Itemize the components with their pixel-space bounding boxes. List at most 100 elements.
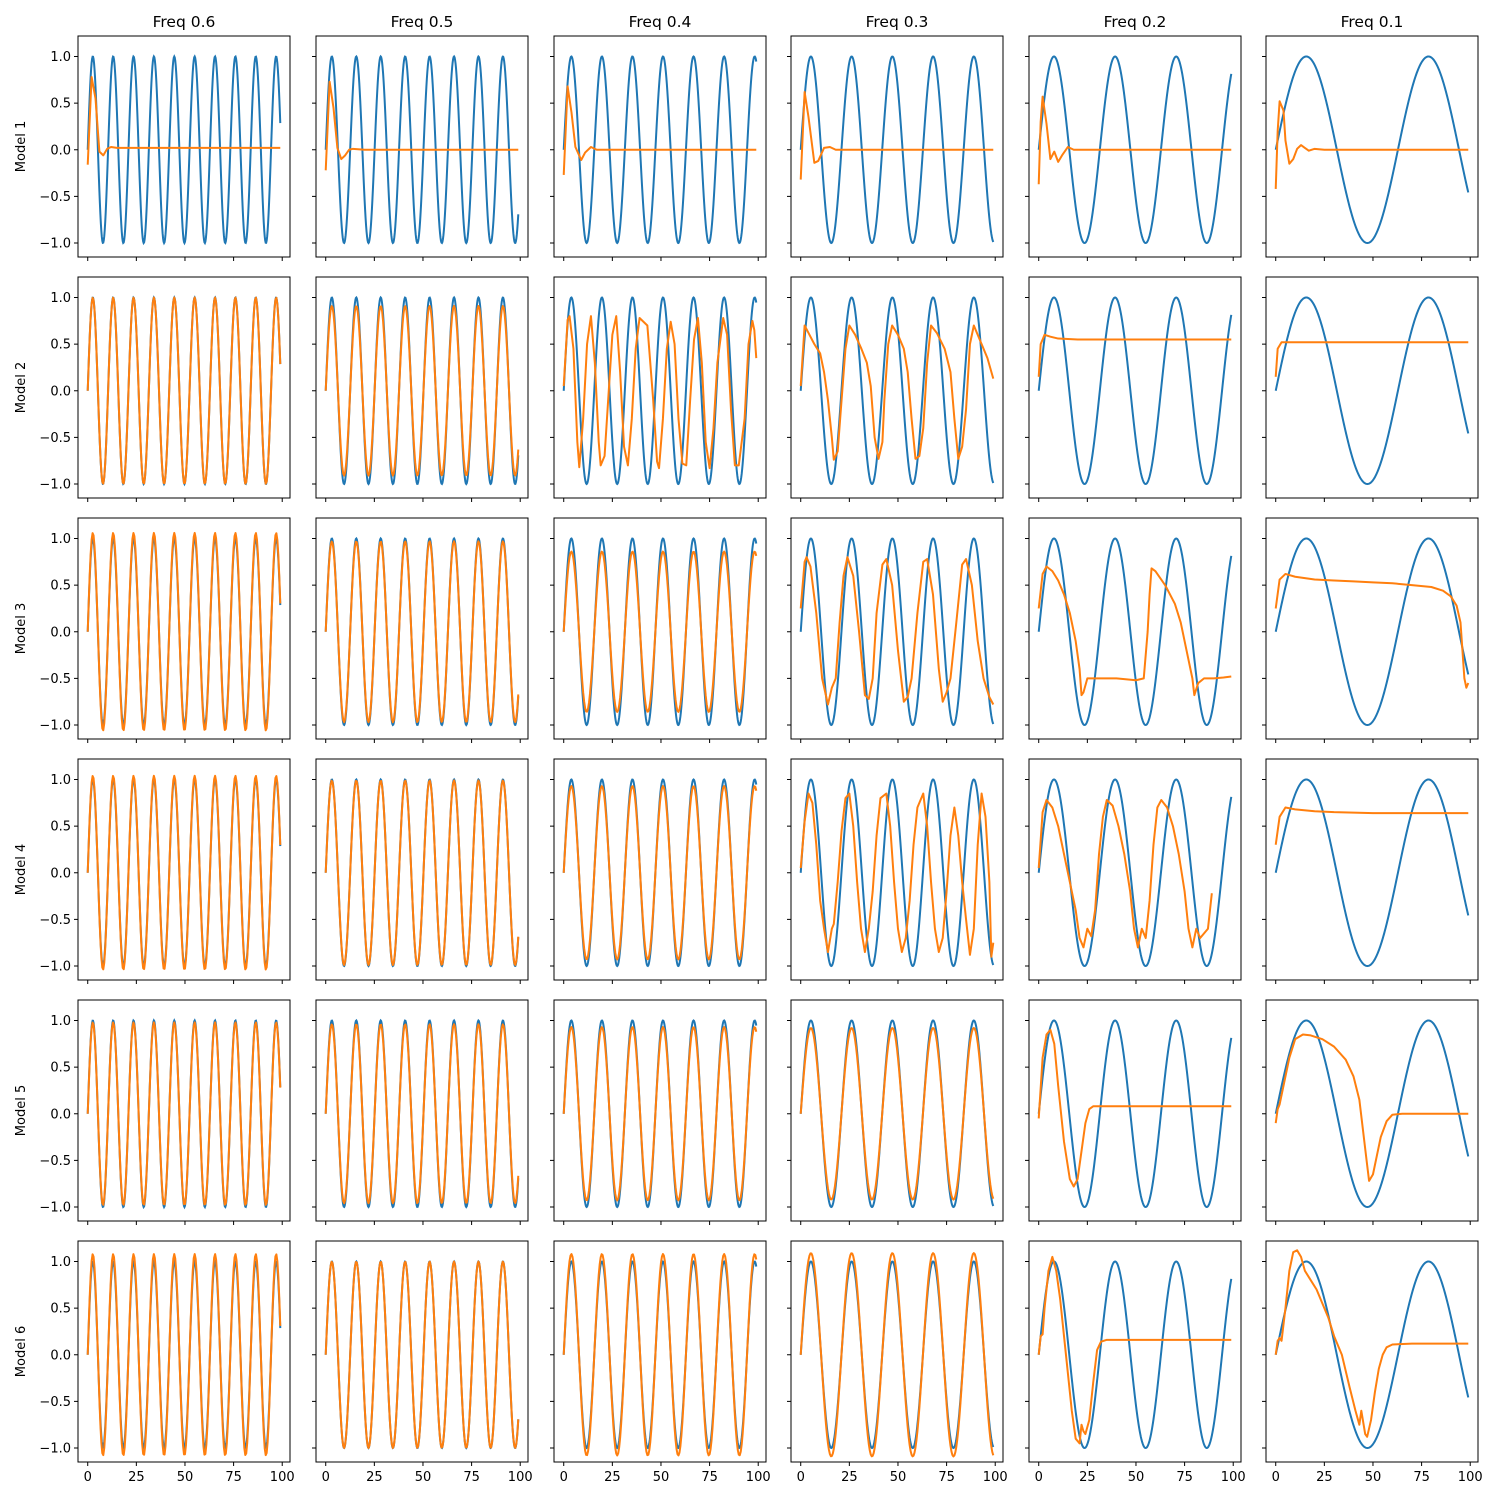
axes-frame xyxy=(1028,517,1242,740)
plot-area xyxy=(1037,1019,1233,1209)
model-output-line xyxy=(799,1252,995,1458)
axes-frame xyxy=(553,999,767,1222)
reference-line xyxy=(1274,55,1470,245)
plot-area xyxy=(86,295,282,487)
plot-area xyxy=(562,1253,758,1457)
subplot-r5-c5 xyxy=(1025,999,1242,1225)
row-label: Model 4 xyxy=(14,844,29,895)
y-tick-label: 0.5 xyxy=(50,820,71,835)
row-label: Model 2 xyxy=(14,362,29,413)
subplot-r3-c6 xyxy=(1262,517,1479,743)
y-tick-label: −1.0 xyxy=(39,478,71,493)
subplot-r5-c1: −1.0 −0.5 0.0 0.5 1.0 Model 5 xyxy=(14,999,291,1225)
y-tick-label: 1.0 xyxy=(50,1014,71,1029)
model-output-line xyxy=(562,315,758,470)
reference-line xyxy=(1037,296,1233,486)
model-output-line xyxy=(86,1253,282,1457)
model-output-line xyxy=(324,779,520,967)
column-title: Freq 0.4 xyxy=(629,13,692,31)
x-tick-label: 50 xyxy=(415,1470,432,1485)
y-tick-label: −0.5 xyxy=(39,1395,71,1410)
reference-line xyxy=(1274,296,1470,486)
y-tick-label: 0.0 xyxy=(50,1348,71,1363)
column-title: Freq 0.3 xyxy=(866,13,929,31)
x-tick-label: 0 xyxy=(84,1470,92,1485)
plot-area xyxy=(799,1252,995,1458)
axes-frame xyxy=(1028,758,1242,981)
x-tick-label: 75 xyxy=(463,1470,480,1485)
plot-area xyxy=(562,537,758,727)
x-tick-label: 50 xyxy=(177,1470,194,1485)
x-tick-label: 25 xyxy=(841,1470,858,1485)
reference-line xyxy=(799,296,995,486)
reference-line xyxy=(1274,1260,1470,1450)
axes-frame xyxy=(77,276,291,499)
x-tick-label: 25 xyxy=(604,1470,621,1485)
y-tick-label: −1.0 xyxy=(39,1442,71,1457)
subplot-r3-c2 xyxy=(312,517,529,743)
model-output-line xyxy=(562,85,757,175)
axes-frame xyxy=(1028,999,1242,1222)
plot-area xyxy=(1037,537,1233,727)
reference-line xyxy=(86,54,282,246)
plot-area xyxy=(324,54,520,245)
model-output-line xyxy=(324,304,520,477)
model-output-line xyxy=(324,1260,520,1450)
plot-area xyxy=(86,531,282,732)
plot-area xyxy=(799,1019,995,1209)
column-title: Freq 0.6 xyxy=(153,13,216,31)
x-tick-label: 100 xyxy=(508,1470,533,1485)
y-tick-label: 0.5 xyxy=(50,579,71,594)
plot-area xyxy=(1037,778,1233,968)
axes-frame xyxy=(315,758,529,981)
plot-area xyxy=(324,536,520,727)
model-output-line xyxy=(1037,95,1232,185)
reference-line xyxy=(1274,537,1470,727)
y-tick-label: −0.5 xyxy=(39,190,71,205)
reference-line xyxy=(324,54,520,245)
x-tick-label: 75 xyxy=(1176,1470,1193,1485)
model-output-line xyxy=(562,785,758,961)
axes-frame xyxy=(1265,1240,1479,1463)
axes-frame xyxy=(315,1240,529,1463)
x-tick-label: 75 xyxy=(938,1470,955,1485)
y-tick-label: −0.5 xyxy=(39,431,71,446)
plot-area xyxy=(86,1253,282,1457)
plot-area xyxy=(799,296,995,486)
plot-area xyxy=(1274,778,1470,968)
axes-frame xyxy=(315,517,529,740)
plot-area xyxy=(1037,55,1233,245)
row-label: Model 5 xyxy=(14,1085,29,1136)
model-output-line xyxy=(1274,341,1469,377)
axes-frame xyxy=(315,276,529,499)
y-tick-label: −1.0 xyxy=(39,1201,71,1216)
y-tick-label: 1.0 xyxy=(50,50,71,65)
axes-frame xyxy=(1028,1240,1242,1463)
axes-frame xyxy=(790,999,1004,1222)
subplot-grid: −1.0 −0.5 0.0 0.5 1.0 Freq 0.6 Model 1 Freq 0.5… xyxy=(14,13,1483,1485)
y-tick-label: −1.0 xyxy=(39,719,71,734)
model-output-line xyxy=(562,1253,758,1457)
x-tick-label: 100 xyxy=(1458,1470,1483,1485)
plot-area xyxy=(799,537,995,727)
column-title: Freq 0.5 xyxy=(391,13,454,31)
x-tick-label: 50 xyxy=(1128,1470,1145,1485)
model-output-line xyxy=(1037,799,1213,949)
axes-frame xyxy=(1265,35,1479,258)
x-tick-label: 25 xyxy=(366,1470,383,1485)
plot-area xyxy=(562,1019,758,1209)
model-output-line xyxy=(86,296,282,485)
x-tick-label: 25 xyxy=(1316,1470,1333,1485)
axes-frame xyxy=(1265,999,1479,1222)
plot-area xyxy=(1037,296,1233,486)
y-tick-label: −0.5 xyxy=(39,672,71,687)
plot-area xyxy=(86,774,282,971)
model-output-line xyxy=(1274,100,1469,189)
x-tick-label: 100 xyxy=(1221,1470,1246,1485)
plot-area xyxy=(324,295,520,486)
subplot-r1-c4: Freq 0.3 xyxy=(787,13,1004,261)
axes-frame xyxy=(77,1240,291,1463)
x-tick-label: 100 xyxy=(270,1470,295,1485)
model-output-line xyxy=(799,556,995,706)
subplot-r3-c5 xyxy=(1025,517,1242,743)
